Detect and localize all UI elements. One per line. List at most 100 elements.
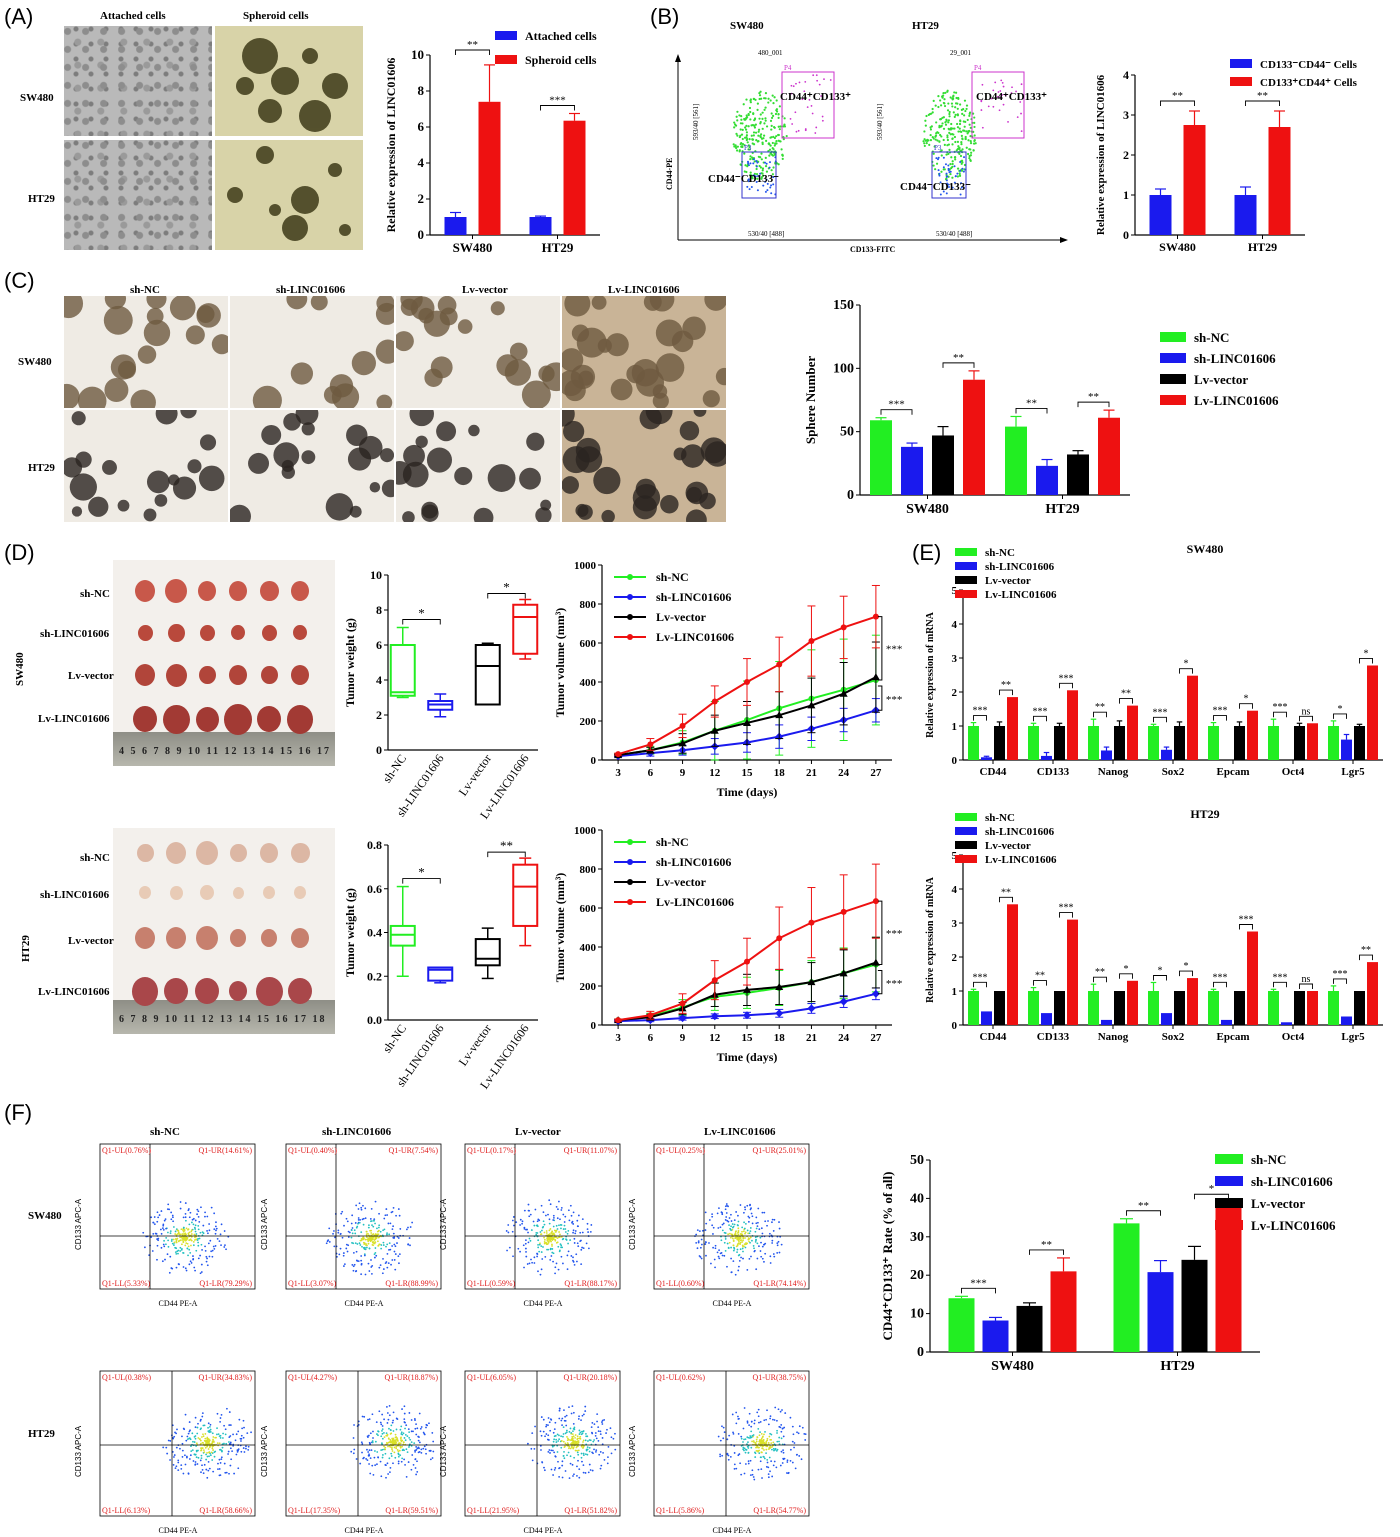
flow-event [345, 1247, 348, 1250]
flow-event [959, 193, 962, 196]
flow-event [194, 1230, 197, 1233]
sphere [185, 325, 205, 345]
flow-event [746, 185, 749, 188]
flow-event [713, 1258, 716, 1261]
flow-event [762, 174, 765, 177]
y-tick-label: 3 [1123, 108, 1129, 122]
flow-event [964, 137, 967, 140]
flow-event [179, 1246, 182, 1249]
flow-event [171, 1242, 174, 1245]
flow-event [739, 1204, 742, 1206]
data-point [872, 613, 879, 620]
flow-event [369, 1239, 372, 1242]
flow-event [364, 1207, 367, 1210]
flow-event [367, 1451, 370, 1453]
flow-event [944, 123, 948, 126]
flow-event [767, 1441, 770, 1444]
flow-event [194, 1461, 197, 1463]
flow-event [371, 1464, 374, 1467]
flow-event [946, 136, 949, 139]
y-tick-label: 0 [376, 743, 382, 757]
flow-event [750, 1255, 752, 1258]
flow-event [736, 1238, 739, 1241]
tumor [260, 665, 278, 685]
flow-event [944, 91, 947, 94]
flow-event [572, 1442, 574, 1444]
flow-event [190, 1244, 192, 1247]
flow-event [400, 1460, 403, 1463]
y-axis-label: Relative expression of mRNA [925, 876, 936, 1002]
flow-event [181, 1233, 184, 1235]
flow-event [388, 1427, 390, 1430]
flow-event [767, 1220, 769, 1222]
x-tick-label: 18 [774, 1032, 786, 1044]
flow-event [786, 1459, 789, 1462]
flow-event [582, 1430, 585, 1433]
flow-event [394, 1245, 397, 1248]
flow-event [747, 144, 750, 147]
flow-event [973, 121, 976, 124]
flow-event [220, 1413, 223, 1416]
flow-event [958, 127, 961, 130]
flow-event [182, 1427, 185, 1430]
category-label: CD133 [1037, 1031, 1070, 1043]
flow-event [549, 1258, 552, 1261]
flow-event [942, 156, 945, 159]
legend-swatch [955, 576, 977, 584]
flow-event [951, 176, 954, 179]
flow-event [935, 132, 938, 135]
flow-event [400, 1439, 402, 1441]
flow-event [752, 1245, 755, 1247]
x-channel-sw480: 530/40 [488] [748, 230, 784, 238]
flow-event [175, 1239, 178, 1241]
flow-event [566, 1435, 568, 1438]
flow-event [759, 1460, 762, 1463]
flow-event [582, 1452, 585, 1455]
flow-event [760, 1451, 763, 1454]
flow-event [523, 1266, 525, 1269]
flow-event [223, 1246, 226, 1248]
flow-event [582, 1439, 585, 1442]
flow-event [531, 1459, 534, 1462]
gate-p3-ht29 [931, 151, 967, 199]
flow-event [396, 1437, 399, 1440]
legend-marker [627, 839, 633, 845]
flow-event [776, 1440, 779, 1443]
flow-event [401, 1457, 404, 1460]
significance-bracket [1333, 713, 1347, 719]
bar [1174, 991, 1185, 1025]
flow-event [245, 1445, 247, 1448]
significance-label: *** [1059, 903, 1074, 914]
flow-event [352, 1452, 355, 1455]
flow-event [204, 1211, 206, 1214]
flow-event [550, 1418, 553, 1421]
flow-event [176, 1237, 179, 1240]
category-label: Oct4 [1282, 766, 1305, 778]
bar [1067, 919, 1078, 1025]
y-tick-label: 10 [910, 1307, 924, 1322]
flow-event [951, 186, 954, 189]
sphere [169, 296, 196, 321]
quadrant-label: Q1-UL(4.27%) [288, 1373, 337, 1382]
flow-event [577, 1245, 580, 1248]
flow-event [771, 141, 774, 145]
panel-b-flow-plots: P3 P4 P3 P4 480_001 29_001 CD44⁺CD133⁺ C… [665, 49, 1068, 254]
legend-swatch [955, 855, 977, 863]
significance-bracket [1015, 408, 1048, 414]
flow-event [163, 1239, 165, 1242]
flow-event [416, 1471, 419, 1473]
flow-event [360, 1208, 363, 1211]
flow-event [738, 1259, 741, 1262]
y-tick-label: 0.6 [367, 882, 382, 896]
panel-b-xlabel: CD133-FITC [850, 245, 896, 254]
flow-event [969, 134, 972, 138]
flow-event [934, 168, 937, 171]
flow-event [203, 1451, 206, 1453]
flow-event [960, 186, 963, 189]
flow-event [745, 1449, 748, 1451]
y-tick-label: 3 [952, 653, 958, 665]
tumor [229, 843, 247, 863]
flow-event [969, 142, 973, 145]
flow-event [205, 1468, 208, 1471]
flow-event [182, 1241, 185, 1244]
